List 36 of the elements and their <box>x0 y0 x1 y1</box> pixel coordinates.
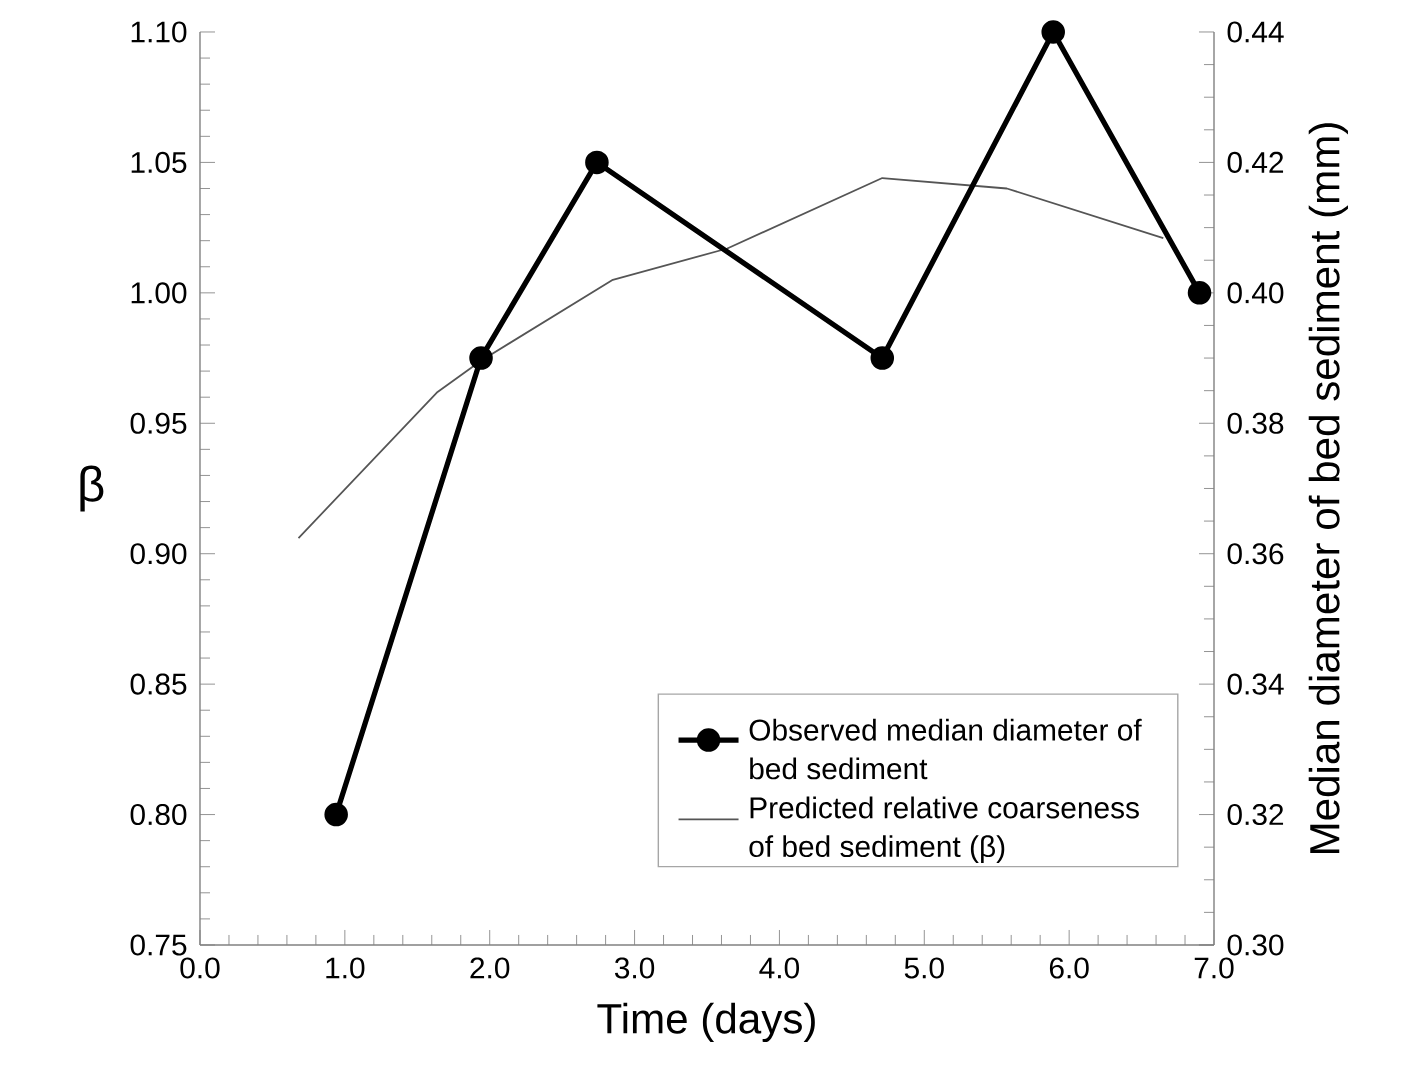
legend-label: Observed median diameter of bed sediment <box>749 718 1142 780</box>
y-tick-label: 0.75 <box>130 934 187 956</box>
y2-tick-label: 0.34 <box>1227 673 1284 695</box>
x-tick-label: 3.0 <box>614 957 655 979</box>
y-axis-title: β <box>80 465 104 512</box>
line-series <box>297 177 1165 539</box>
y-tick-label: 0.85 <box>130 673 187 695</box>
point <box>1187 281 1212 305</box>
legend-label: Predicted relative coarseness of bed sediment (β) <box>749 796 1139 863</box>
x-tick-label: 0.0 <box>180 957 220 979</box>
y2-tick-label: 0.36 <box>1227 543 1284 565</box>
x-tick-label: 7.0 <box>1194 957 1234 979</box>
point <box>324 802 348 827</box>
y2-tick-label: 0.38 <box>1227 412 1284 434</box>
x-tick-label: 5.0 <box>904 957 944 979</box>
y-tick-label: 1.10 <box>131 21 187 43</box>
y2-axis-title: Median diameter of bed sediment (mm) <box>1308 123 1348 854</box>
x-tick-label: 2.0 <box>470 957 510 979</box>
y2-tick-label: 0.42 <box>1227 151 1284 173</box>
y-tick-label: 1.00 <box>131 282 187 304</box>
y-tick-label: 0.90 <box>130 543 187 565</box>
point <box>469 346 493 370</box>
y2-tick-label: 0.30 <box>1227 934 1284 956</box>
point <box>585 150 609 175</box>
y2-tick-label: 0.40 <box>1227 282 1284 304</box>
y2-tick-label: 0.32 <box>1227 804 1284 826</box>
x-axis-title: Time (days) <box>597 1002 815 1043</box>
y2-tick-label: 0.44 <box>1227 21 1284 43</box>
y-tick-label: 1.05 <box>131 151 187 173</box>
y-tick-label: 0.95 <box>130 412 187 434</box>
x-tick-label: 6.0 <box>1049 957 1089 979</box>
point <box>870 346 895 370</box>
x-tick-label: 4.0 <box>759 957 800 979</box>
point <box>1041 20 1065 44</box>
y-tick-label: 0.80 <box>130 804 187 826</box>
x-tick-label: 1.0 <box>326 957 365 979</box>
